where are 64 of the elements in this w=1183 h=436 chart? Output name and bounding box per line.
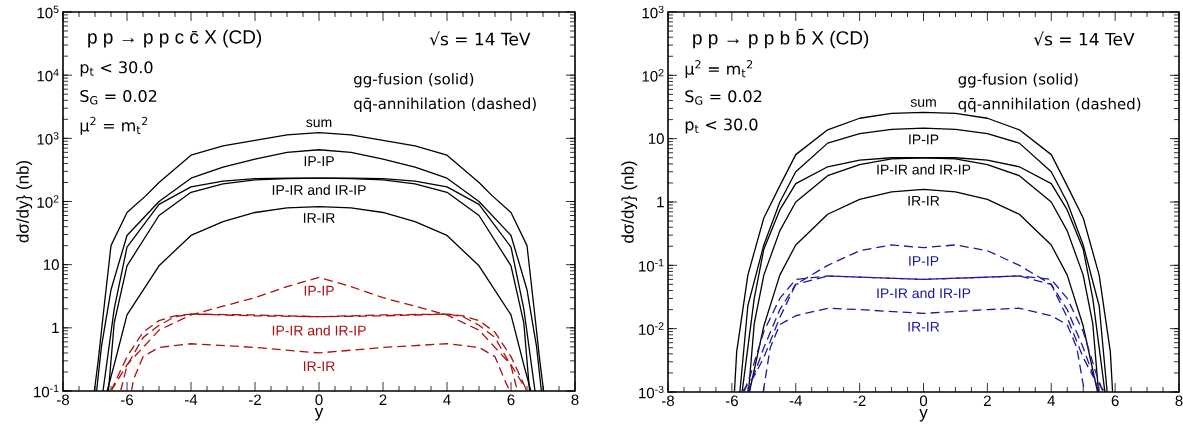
annotation: S$_{G}$ = 0.02 — [80, 89, 157, 105]
series-label: sum — [910, 99, 936, 107]
series-label: IP-IR and IR-IP — [272, 184, 366, 195]
series-label: IR-IR — [303, 213, 335, 223]
y-tick-label: 10$^{-3}$ — [639, 385, 664, 399]
y-tick-label: 10$^{3}$ — [642, 5, 664, 19]
x-tick-label: 2 — [379, 394, 387, 405]
series-label: sum — [306, 119, 332, 128]
annotation: √s = 14 TeV — [1033, 31, 1135, 46]
text: p p → p p b b̄ X (CD) — [693, 28, 869, 49]
y-tick-label: 10 — [648, 133, 664, 144]
x-tick-label: -6 — [121, 394, 134, 406]
y-tick-label: 10$^{4}$ — [37, 68, 59, 82]
y-tick-label: 10$^{-2}$ — [639, 322, 664, 335]
x-tick-label: 0 — [919, 395, 928, 407]
annotation: S$_{G}$ = 0.02 — [685, 90, 762, 105]
x-tick-label: -2 — [249, 394, 261, 405]
y-tick-label: 1 — [52, 322, 59, 333]
x-tick-label: 4 — [443, 394, 451, 405]
annotation: μ$^{2}$ = m$_{t}$2 — [80, 116, 148, 135]
series-label: IR-IR — [908, 321, 940, 332]
annotation: p$_{t}$ < 30.0 — [80, 61, 153, 77]
annotation: p$_{t}$ < 30.0 — [685, 118, 758, 134]
y-tick-label: 10$^{2}$ — [642, 68, 664, 82]
y-tick-label: 10$^{-1}$ — [34, 384, 59, 398]
annotation: qq̄-annihilation (dashed) — [958, 97, 1141, 113]
y-tick-label: 10 — [43, 259, 59, 270]
y-tick-label: 10$^{3}$ — [37, 131, 59, 145]
x-axis-title: y — [314, 407, 324, 421]
series-label: IP-IP — [909, 256, 939, 266]
annotation: qq̄-annihilation (dashed) — [354, 97, 536, 113]
series-label: IR-IR — [303, 361, 335, 372]
x-tick-label: 2 — [983, 395, 991, 406]
y-tick-label: 1 — [657, 196, 664, 208]
y-tick-label: 10$^{-1}$ — [639, 259, 664, 272]
x-tick-label: 4 — [1047, 395, 1055, 406]
y-axis-title: dσ/dy} (nb) — [16, 160, 33, 243]
x-tick-label: -8 — [57, 394, 70, 406]
x-axis-title: y — [919, 408, 928, 422]
annotation: gg-fusion (solid) — [354, 72, 474, 88]
series-label: IP-IR and IR-IP — [877, 164, 971, 175]
x-tick-label: -2 — [853, 395, 866, 406]
x-tick-label: -6 — [725, 395, 738, 407]
series-label: IP-IP — [304, 285, 334, 296]
y-axis-title: dσ/dy} (nb) — [621, 161, 638, 243]
y-tick-label: 10$^{2}$ — [37, 195, 59, 208]
series-label: IP-IP — [909, 134, 939, 145]
x-tick-label: -4 — [185, 394, 198, 405]
y-tick-label: 10$^{5}$ — [37, 5, 59, 19]
x-tick-label: -8 — [662, 395, 675, 407]
series-label: IR-IR — [908, 195, 940, 206]
x-tick-label: 6 — [1111, 395, 1119, 407]
series-label: IP-IR and IR-IP — [272, 325, 366, 336]
series-label: IP-IR and IR-IP — [877, 287, 971, 299]
text: p p → p p c c̄ X (CD) — [88, 29, 262, 48]
x-tick-label: 8 — [571, 394, 579, 406]
x-tick-label: -4 — [789, 395, 802, 406]
series-label: IP-IP — [304, 156, 334, 166]
x-tick-label: 6 — [507, 394, 515, 406]
annotation: gg-fusion (solid) — [958, 73, 1078, 88]
x-tick-label: 8 — [1175, 395, 1183, 407]
annotation: μ$^{2}$ = m$_{t}$2 — [685, 60, 753, 78]
annotation: √s = 14 TeV — [429, 31, 531, 46]
x-tick-label: 0 — [315, 394, 323, 406]
